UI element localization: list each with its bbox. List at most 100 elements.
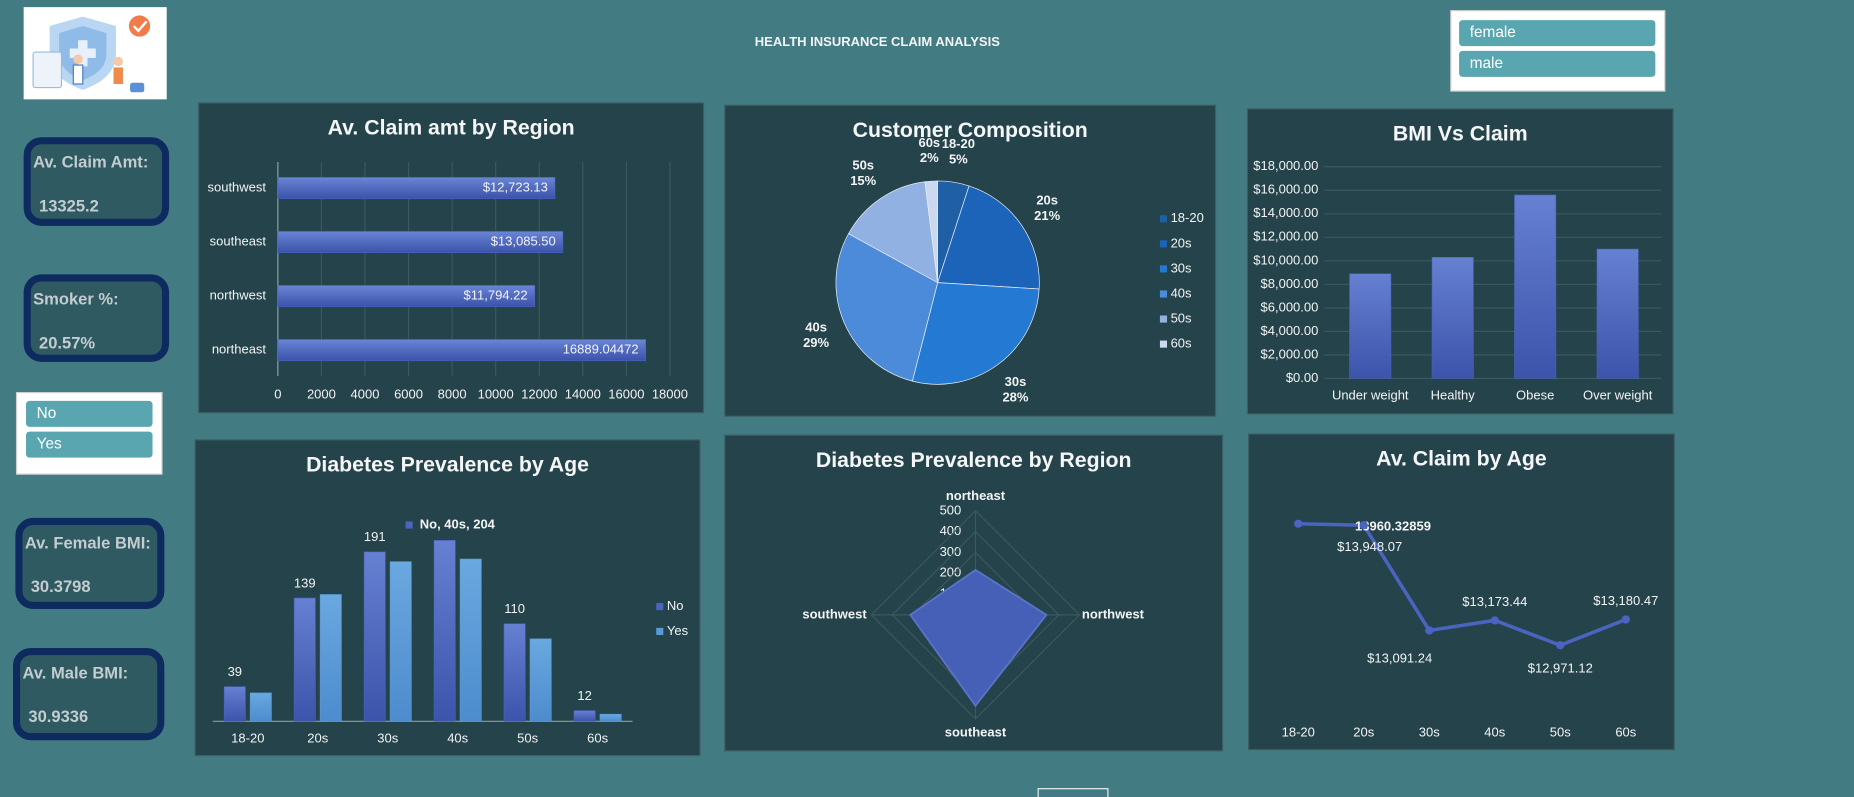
bar xyxy=(599,713,622,722)
data-label: No, 40s, 204 xyxy=(420,516,496,531)
slice-label: 15% xyxy=(850,173,876,188)
bar xyxy=(277,231,564,254)
x-tick-label: 50s xyxy=(1550,725,1571,740)
y-tick-label: $12,000.00 xyxy=(1253,229,1318,244)
gender-slicer: female male xyxy=(1450,10,1666,92)
data-label: 139 xyxy=(294,575,316,590)
data-label: $13,091.24 xyxy=(1367,650,1432,665)
kpi-value: 30.9336 xyxy=(28,707,88,726)
x-tick-label: 12000 xyxy=(521,386,557,401)
chart-title: Av. Claim amt by Region xyxy=(328,116,575,140)
slicer-label[interactable]: female xyxy=(1470,24,1516,41)
x-tick-label: 40s xyxy=(1484,725,1505,740)
bar xyxy=(277,285,536,308)
data-label: 12 xyxy=(577,688,591,703)
slicer-label[interactable]: No xyxy=(37,405,57,422)
pie-slice xyxy=(924,180,938,283)
slice-category: 20s xyxy=(1036,193,1058,208)
bar xyxy=(1596,248,1639,379)
slicer-button[interactable] xyxy=(26,400,153,427)
slice-label: 29% xyxy=(803,335,829,350)
y-tick-label: $0.00 xyxy=(1286,370,1319,385)
legend-key xyxy=(656,627,664,635)
smoker-slicer: No Yes xyxy=(15,391,163,475)
legend-key xyxy=(1159,240,1168,248)
y-tick-label: $4,000.00 xyxy=(1261,323,1319,338)
line-point xyxy=(1294,519,1303,528)
slice-label: 2% xyxy=(920,150,939,165)
bar xyxy=(223,686,246,722)
bar xyxy=(277,177,556,199)
bar xyxy=(389,561,412,722)
x-tick-label: Over weight xyxy=(1583,388,1653,403)
line-point xyxy=(1621,615,1630,624)
legend-key xyxy=(1159,340,1168,348)
x-tick-label: 30s xyxy=(1419,725,1440,740)
slicer-label[interactable]: male xyxy=(1470,55,1503,72)
kpi-label: Av. Female BMI: xyxy=(25,533,151,552)
bar xyxy=(293,597,316,722)
slice-label: 21% xyxy=(1034,208,1060,223)
x-tick-label: 60s xyxy=(1615,725,1636,740)
category-label: southeast xyxy=(945,725,1007,740)
bar xyxy=(433,540,456,722)
x-tick-label: 18-20 xyxy=(1282,725,1315,740)
x-tick-label: 4000 xyxy=(351,386,380,401)
data-label: $13,173.44 xyxy=(1462,594,1527,609)
chart-title: Av. Claim by Age xyxy=(1376,447,1547,471)
bar xyxy=(1514,194,1557,379)
r-tick-label: 500 xyxy=(940,502,962,517)
x-tick-label: Healthy xyxy=(1431,388,1476,403)
line-series xyxy=(1298,521,1627,648)
x-tick-label: 20s xyxy=(1353,725,1374,740)
radar-area xyxy=(909,568,1048,708)
x-tick-label: Obese xyxy=(1516,388,1554,403)
x-tick-label: 10000 xyxy=(478,386,514,401)
data-label: 191 xyxy=(364,529,386,544)
legend-key xyxy=(656,603,664,611)
x-tick-label: 18000 xyxy=(652,386,688,401)
kpi-card xyxy=(23,274,170,362)
r-tick-label: 400 xyxy=(940,523,962,538)
slicer-label[interactable]: Yes xyxy=(37,436,62,453)
bar xyxy=(319,594,342,722)
grid-ring xyxy=(870,509,1081,720)
x-tick-label: 16000 xyxy=(608,386,644,401)
x-tick-label: 14000 xyxy=(565,386,601,401)
chart-panel xyxy=(1248,433,1675,751)
slicer-button[interactable] xyxy=(26,431,153,458)
slice-label: 5% xyxy=(949,152,968,167)
x-tick-label: 0 xyxy=(274,386,281,401)
bar xyxy=(1349,273,1392,379)
y-tick-label: $14,000.00 xyxy=(1253,205,1318,220)
line-point xyxy=(1425,626,1434,635)
slicer-button[interactable] xyxy=(1459,50,1656,77)
chart-title: Customer Composition xyxy=(853,118,1088,142)
category-label: northwest xyxy=(1082,606,1145,621)
bar xyxy=(277,339,647,362)
y-tick-label: $6,000.00 xyxy=(1261,299,1319,314)
sheet-marker xyxy=(1037,788,1109,797)
y-tick-label: southwest xyxy=(207,179,266,194)
y-tick-label: $2,000.00 xyxy=(1261,346,1319,361)
legend-label: 30s xyxy=(1171,260,1192,275)
x-tick-label: 8000 xyxy=(438,386,467,401)
data-label: $12,723.13 xyxy=(483,179,548,194)
pie-slice xyxy=(835,233,939,382)
legend-label: Yes xyxy=(667,623,689,638)
slicer-button[interactable] xyxy=(1459,20,1656,47)
x-tick-label: Under weight xyxy=(1332,388,1409,403)
data-label: $13,180.47 xyxy=(1593,593,1658,608)
line-point xyxy=(1556,641,1565,650)
y-tick-label: northwest xyxy=(210,288,267,303)
x-tick-label: 50s xyxy=(517,730,538,745)
x-tick-label: 20s xyxy=(307,730,328,745)
pie-slice xyxy=(911,282,1040,385)
chart-title: Diabetes Prevalence by Age xyxy=(306,453,589,477)
legend-label: 20s xyxy=(1171,235,1192,250)
slice-category: 50s xyxy=(852,157,874,172)
r-tick-label: 300 xyxy=(940,544,962,559)
category-label: southwest xyxy=(802,606,867,621)
data-label: $13,948.07 xyxy=(1337,539,1402,554)
